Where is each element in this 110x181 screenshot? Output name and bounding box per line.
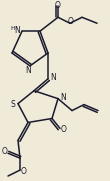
Text: N: N <box>14 26 20 35</box>
Text: O: O <box>68 17 74 26</box>
Text: O: O <box>55 1 61 10</box>
Text: N: N <box>25 66 31 75</box>
Text: N: N <box>50 73 56 82</box>
Text: H: H <box>11 26 15 31</box>
Text: O: O <box>21 167 27 176</box>
Text: O: O <box>2 147 8 156</box>
Text: S: S <box>11 100 15 109</box>
Text: O: O <box>61 125 67 134</box>
Text: N: N <box>60 93 66 102</box>
